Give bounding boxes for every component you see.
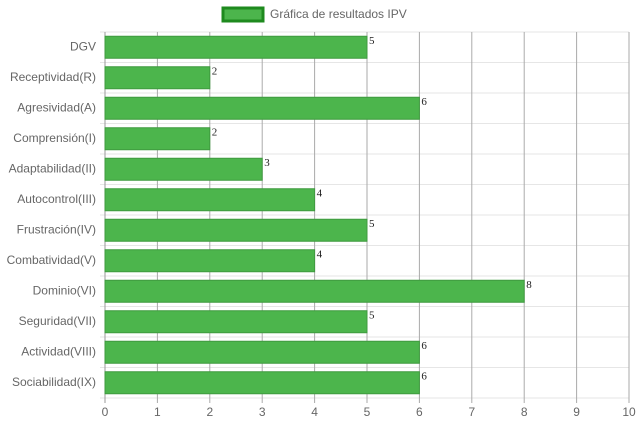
value-label: 4 — [317, 248, 323, 260]
x-tick-label: 7 — [468, 405, 475, 419]
x-tick-label: 6 — [416, 405, 423, 419]
legend-swatch — [221, 6, 265, 23]
x-tick-label: 0 — [102, 405, 109, 419]
x-tick-label: 3 — [259, 405, 266, 419]
x-tick-label: 5 — [364, 405, 371, 419]
bar — [104, 310, 368, 334]
value-label: 6 — [421, 370, 427, 382]
y-tick-label: Autocontrol(III) — [17, 192, 96, 206]
bar — [104, 188, 316, 212]
value-label: 8 — [526, 279, 532, 291]
y-tick-label: Sociabilidad(IX) — [12, 375, 96, 389]
y-tick-label: Adaptabilidad(II) — [9, 161, 96, 175]
x-tick-label: 9 — [573, 405, 580, 419]
x-tick-label: 1 — [154, 405, 161, 419]
y-tick-label: Dominio(VI) — [33, 283, 96, 297]
bar — [104, 127, 211, 151]
bar — [104, 157, 263, 181]
value-label: 2 — [212, 126, 218, 138]
bar — [104, 218, 368, 242]
value-label: 6 — [421, 340, 427, 352]
x-tick-label: 10 — [622, 405, 636, 419]
y-tick-label: Receptividad(R) — [10, 70, 96, 84]
y-tick-label: Combatividad(V) — [7, 253, 96, 267]
y-tick-label: DGV — [70, 39, 96, 53]
legend-label: Gráfica de resultados IPV — [270, 7, 407, 21]
value-label: 4 — [317, 187, 323, 199]
y-tick-label: Frustración(IV) — [17, 222, 96, 236]
bar — [104, 96, 420, 120]
bar — [104, 279, 525, 303]
y-tick-label: Seguridad(VII) — [19, 314, 96, 328]
x-tick-label: 8 — [521, 405, 528, 419]
bar — [104, 371, 420, 395]
value-label: 5 — [369, 35, 375, 47]
y-tick-label: Agresividad(A) — [17, 100, 96, 114]
bar — [104, 340, 420, 364]
x-tick-label: 4 — [311, 405, 318, 419]
value-label: 3 — [264, 157, 270, 169]
x-tick-label: 2 — [206, 405, 213, 419]
bar — [104, 35, 368, 59]
value-label: 6 — [421, 96, 427, 108]
bar — [104, 66, 211, 90]
value-label: 2 — [212, 65, 218, 77]
y-tick-label: Actividad(VIII) — [21, 344, 96, 358]
value-label: 5 — [369, 309, 375, 321]
value-label: 5 — [369, 218, 375, 230]
y-tick-label: Comprensión(I) — [13, 131, 96, 145]
bar — [104, 249, 316, 273]
